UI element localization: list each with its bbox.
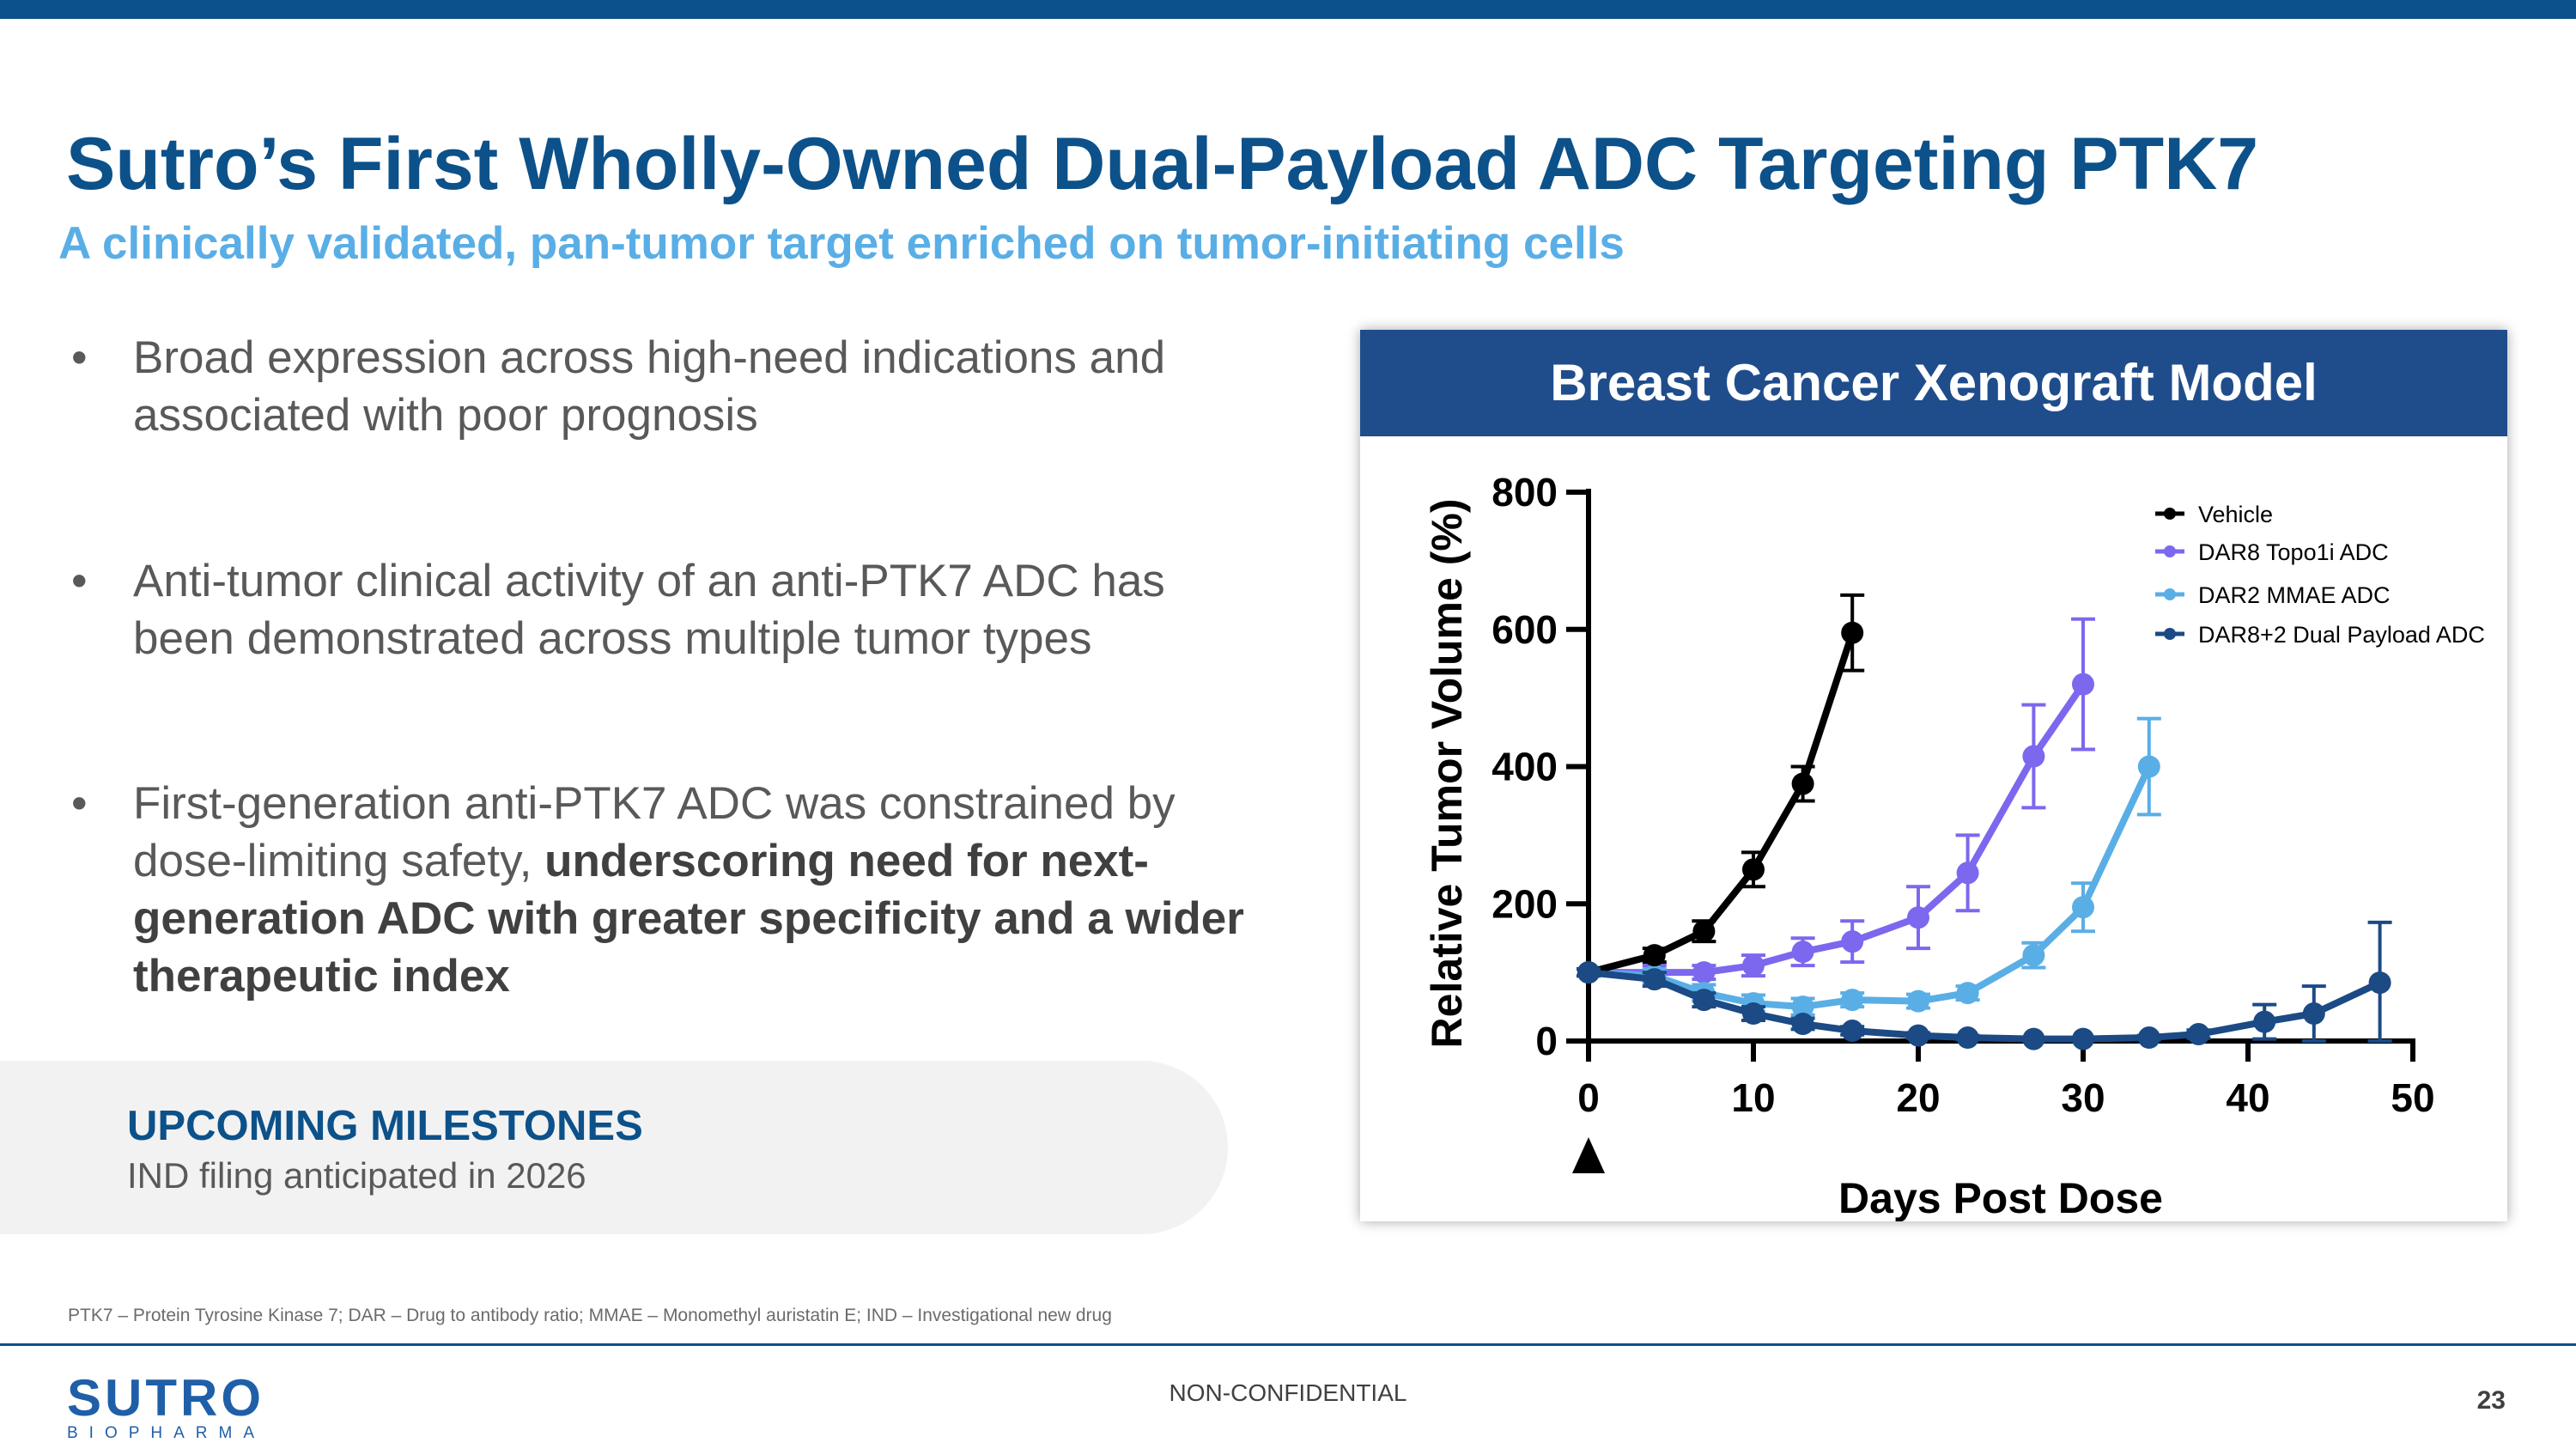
data-point	[2072, 896, 2094, 919]
milestones-heading: UPCOMING MILESTONES	[127, 1103, 643, 1149]
data-point	[1742, 858, 1765, 881]
bullet-text: Broad expression across high-need indica…	[133, 332, 1166, 441]
legend-swatch-dot	[2164, 588, 2176, 600]
chart-legend: Vehicle DAR8 Topo1i ADC DAR2 MMAE ADC DAR8+…	[2155, 502, 2485, 648]
series-line	[1589, 682, 2087, 977]
legend-entry: Vehicle	[2155, 502, 2273, 527]
data-point	[1907, 906, 1929, 929]
legend-entry: DAR2 MMAE ADC	[2155, 582, 2391, 608]
legend-swatch-dot	[2164, 545, 2176, 557]
slide-subtitle: A clinically validated, pan-tumor target…	[58, 218, 1625, 269]
x-tick-label: 50	[2391, 1075, 2434, 1120]
data-point	[1643, 944, 1666, 967]
data-point	[1791, 995, 1814, 1019]
classification-label: NON-CONFIDENTIAL	[1169, 1379, 1407, 1406]
y-tick-label: 600	[1492, 607, 1558, 652]
data-point	[1692, 989, 1716, 1012]
y-tick-label: 800	[1492, 470, 1558, 514]
data-point	[2022, 944, 2045, 967]
page-number: 23	[2476, 1386, 2506, 1415]
data-point	[1907, 989, 1929, 1013]
y-tick-label: 200	[1492, 881, 1558, 926]
data-point	[1907, 1024, 1929, 1047]
y-tick-label: 400	[1492, 745, 1558, 789]
chart-series	[1577, 593, 2392, 1050]
data-point	[1841, 621, 1864, 644]
bullet-marker: •	[71, 556, 88, 606]
data-point	[1841, 1020, 1864, 1043]
x-tick-label: 30	[2061, 1075, 2105, 1120]
dose-marker	[1572, 1137, 1605, 1173]
data-point	[1956, 1026, 1979, 1050]
data-point	[1956, 861, 1979, 885]
logo-subtitle: BIOPHARMA	[67, 1424, 266, 1442]
milestones-callout: UPCOMING MILESTONES IND filing anticipat…	[0, 1061, 1228, 1234]
bullet-item: • Broad expression across high-need indi…	[71, 329, 1267, 444]
footer-divider	[0, 1343, 2576, 1346]
y-tick-label: 0	[1535, 1019, 1558, 1063]
milestones-text: IND filing anticipated in 2026	[127, 1155, 586, 1196]
legend-swatch-dot	[2164, 508, 2176, 520]
chart-axes: 0 200 400 600 800 0 10 20 30 40 50 Days Post Dose Re…	[1423, 470, 2435, 1221]
legend-entry: DAR8 Topo1i ADC	[2155, 539, 2389, 565]
data-point	[2022, 745, 2045, 768]
data-point	[2302, 1002, 2325, 1026]
data-point	[2072, 1027, 2094, 1050]
data-point	[2022, 1027, 2045, 1050]
data-point	[2072, 673, 2094, 696]
bullet-list: • Broad expression across high-need indi…	[0, 0, 1288, 1031]
data-point	[1791, 772, 1814, 795]
data-point	[1643, 968, 1666, 991]
y-axis-label: Relative Tumor Volume (%)	[1423, 499, 1471, 1049]
data-point	[1577, 961, 1600, 984]
footnote: PTK7 – Protein Tyrosine Kinase 7; DAR – …	[68, 1306, 1112, 1325]
data-point	[2187, 1023, 2210, 1046]
series-dar8-2-dual-payload-adc	[1577, 920, 2392, 1050]
data-point	[1841, 930, 1864, 953]
bullet-text: First-generation anti-PTK7 ADC was const…	[133, 778, 1176, 886]
legend-entry: DAR8+2 Dual Payload ADC	[2155, 622, 2485, 648]
data-point	[2253, 1010, 2276, 1033]
x-tick-label: 0	[1577, 1075, 1600, 1120]
data-point	[2368, 971, 2391, 995]
legend-label: DAR8 Topo1i ADC	[2198, 539, 2389, 565]
logo-wordmark: SUTRO	[67, 1369, 264, 1427]
slide-title: Sutro’s First Wholly-Owned Dual-Payload …	[66, 123, 2259, 205]
data-point	[1742, 1002, 1765, 1026]
data-point	[1692, 961, 1716, 984]
x-tick-label: 10	[1731, 1075, 1775, 1120]
bullet-item: • Anti-tumor clinical activity of an ant…	[71, 552, 1267, 667]
data-point	[1791, 1013, 1814, 1036]
data-point	[1742, 954, 1765, 977]
chart-panel: Breast Cancer Xenograft Model 0 200 400 600…	[1360, 330, 2507, 1221]
data-point	[2137, 1026, 2160, 1050]
data-point	[1956, 982, 1979, 1005]
x-tick-label: 40	[2226, 1075, 2269, 1120]
data-point	[1841, 989, 1864, 1012]
series-vehicle	[1577, 593, 1865, 984]
x-tick-label: 20	[1896, 1075, 1940, 1120]
data-point	[1791, 941, 1814, 964]
legend-label: Vehicle	[2198, 502, 2273, 527]
chart-title: Breast Cancer Xenograft Model	[1360, 330, 2507, 436]
tumor-volume-chart: 0 200 400 600 800 0 10 20 30 40 50 Days Post Dose Re…	[1423, 470, 2485, 1221]
legend-swatch-dot	[2164, 628, 2176, 640]
data-point	[1692, 920, 1716, 943]
series-line	[1587, 631, 1856, 976]
data-point	[2137, 755, 2160, 778]
bullet-text: Anti-tumor clinical activity of an anti-…	[133, 556, 1165, 664]
top-accent-bar	[0, 0, 2576, 19]
x-axis-label: Days Post Dose	[1838, 1174, 2163, 1221]
legend-label: DAR2 MMAE ADC	[2198, 582, 2391, 608]
bullet-bold-text: underscoring need for next-generation AD…	[133, 836, 1244, 1002]
bullet-marker: •	[71, 332, 88, 383]
bullet-marker: •	[71, 778, 88, 829]
legend-label: DAR8+2 Dual Payload ADC	[2198, 622, 2485, 648]
bullet-item: • First-generation anti-PTK7 ADC was con…	[71, 775, 1267, 1005]
company-logo: SUTRO BIOPHARMA	[67, 1373, 265, 1443]
